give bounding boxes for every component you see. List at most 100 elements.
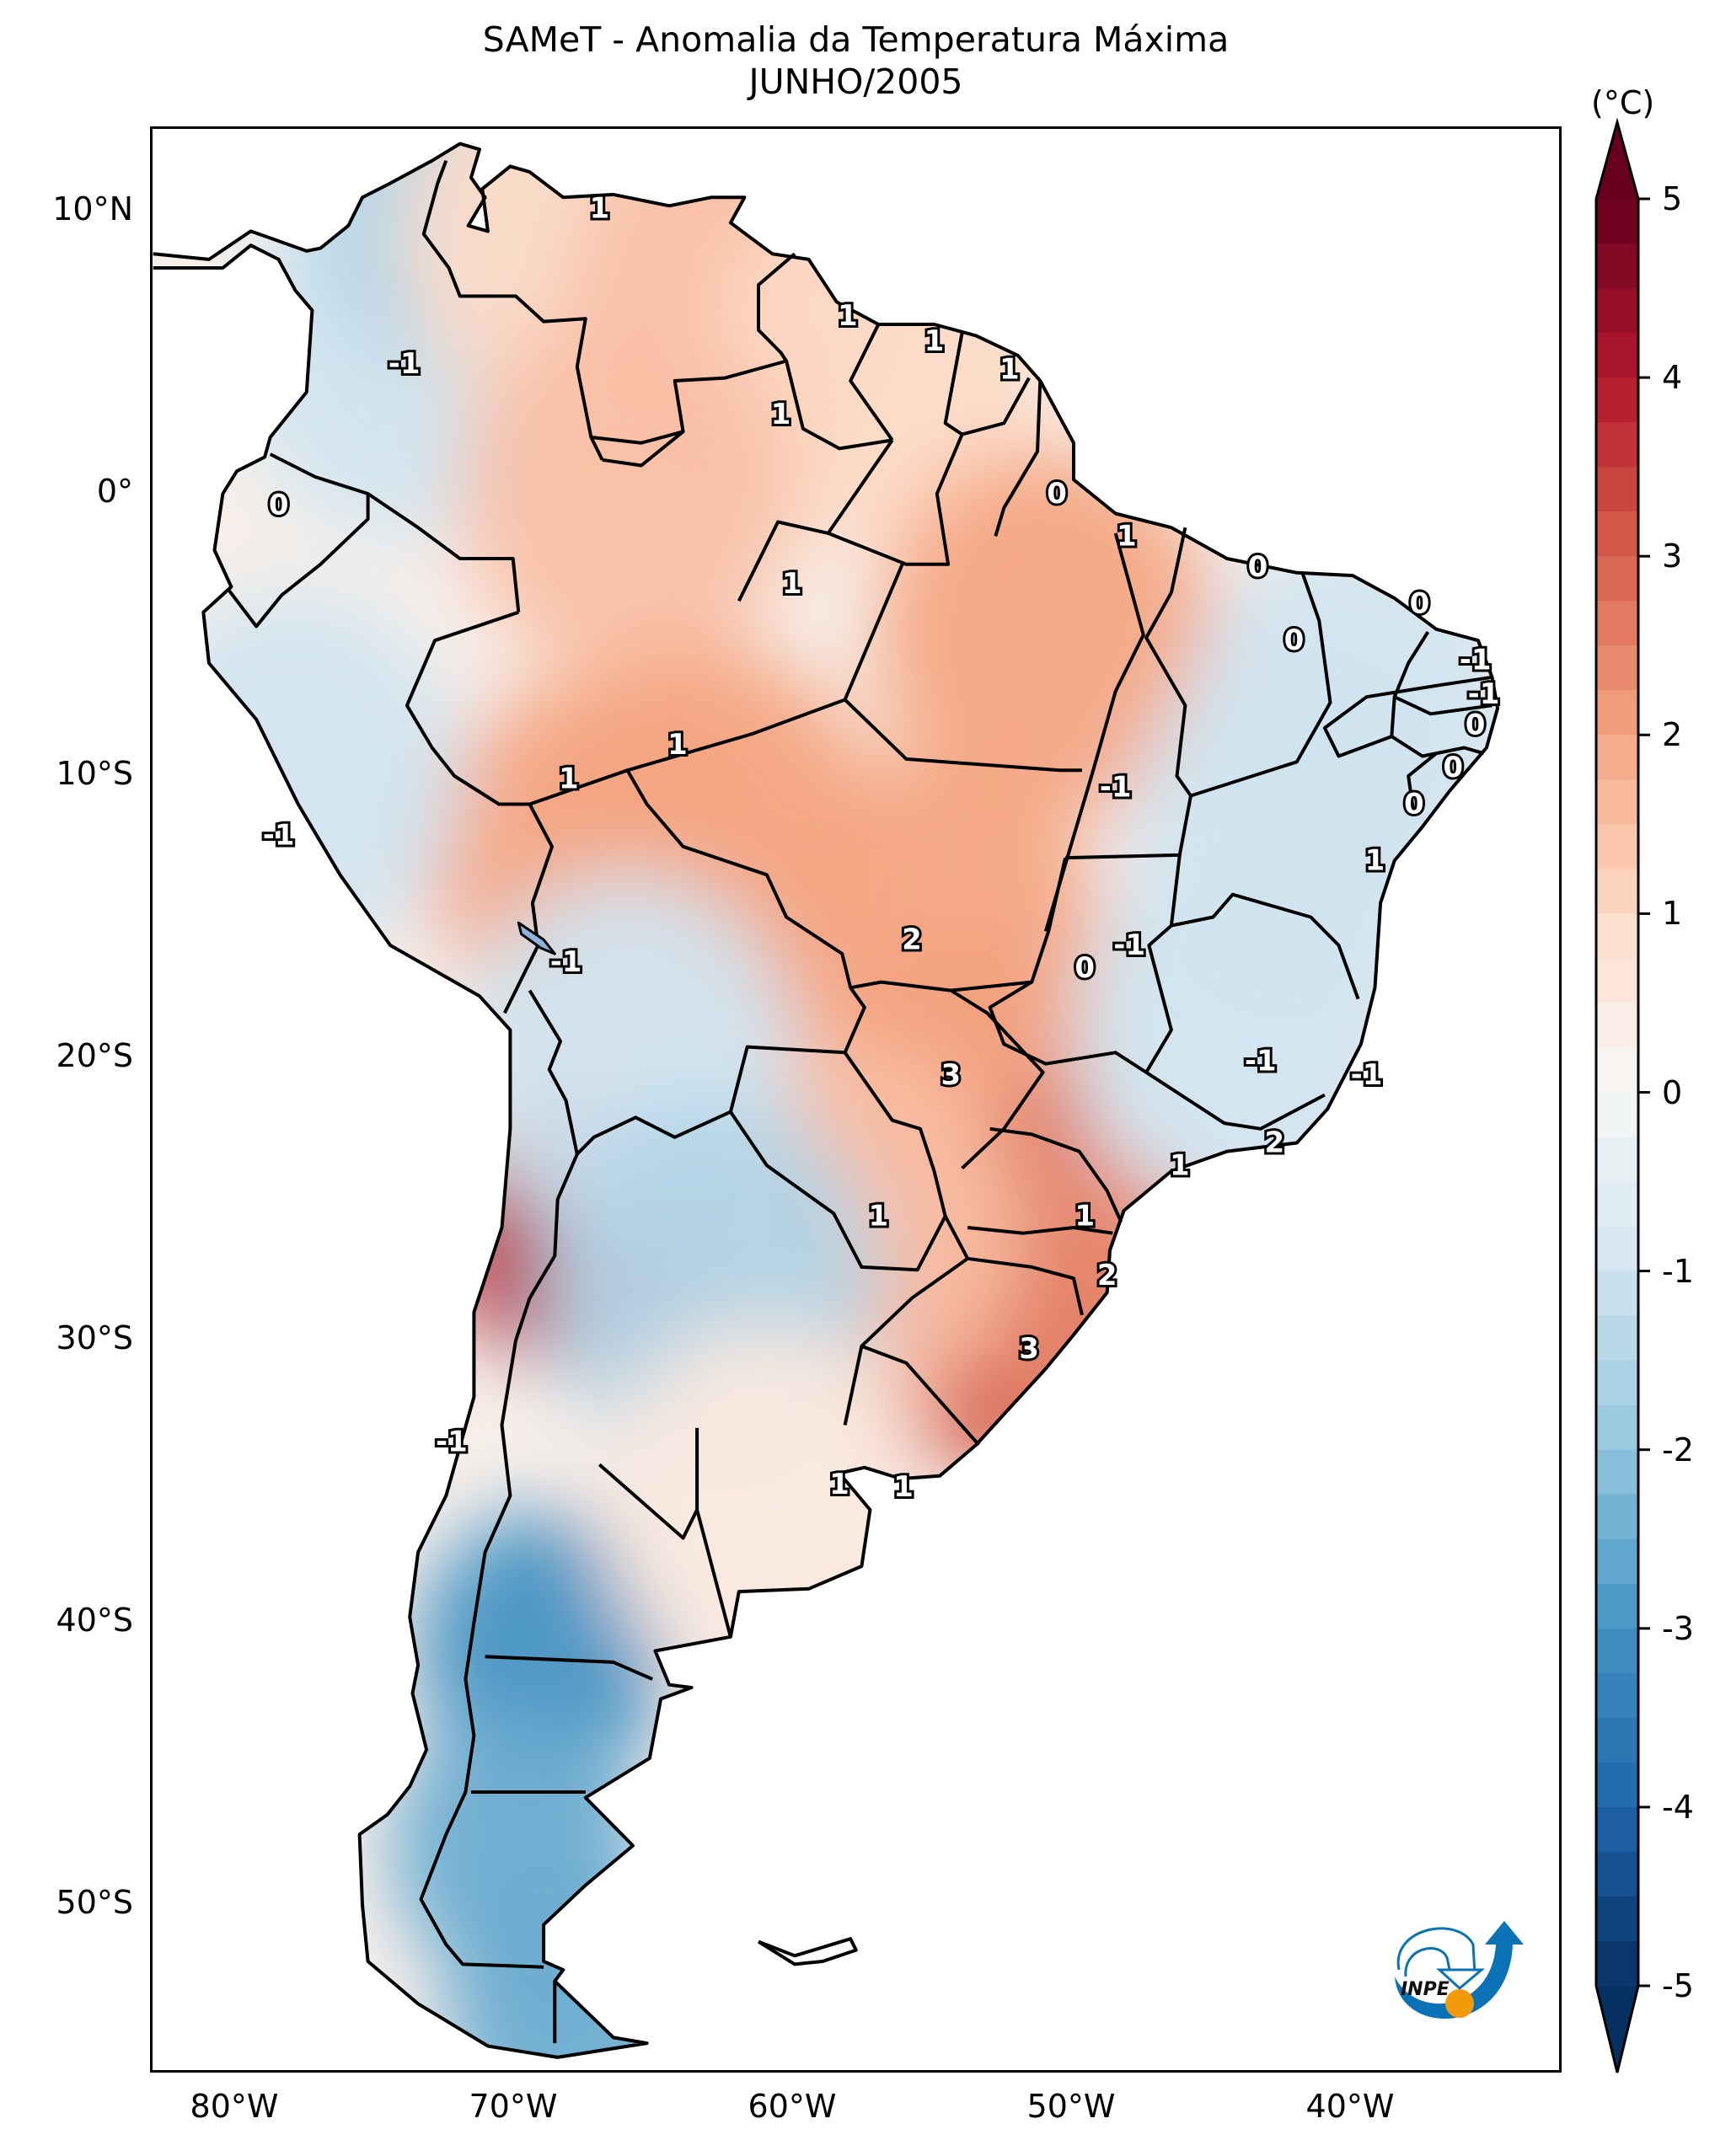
longitude-tick-label: 50°W [1026,2088,1116,2125]
colorbar [1594,118,1650,2073]
colorbar-unit-label: (°C) [1591,84,1655,121]
contour-label: 0 [1284,623,1305,657]
contour-label: 1 [868,1200,888,1233]
colorbar-segment [1596,1003,1638,1049]
anomaly-region [458,308,796,679]
border-line [1145,1071,1326,1131]
border-line [737,439,894,602]
border-line [843,1051,947,1217]
border-line [827,433,964,566]
colorbar-tick-label: 4 [1662,359,1683,397]
border-line [1391,735,1485,758]
contour-label: 0 [1248,550,1268,584]
contour-label: 1 [1365,844,1385,878]
colorbar-segment [1596,735,1638,780]
colorbar-tick-label: -5 [1662,1967,1694,2004]
border-line [591,430,684,445]
latitude-tick-label: 30°S [56,1319,133,1356]
contour-label: 1 [667,728,688,762]
contour-label: 0 [1410,587,1430,621]
contour-label: 1 [829,1468,849,1501]
contour-label: -1 [550,945,582,979]
contour-label: 1 [893,1470,914,1504]
border-line [419,1153,579,1969]
contour-label: 3 [941,1058,962,1092]
colorbar-segment [1596,1538,1638,1585]
colorbar-segment [1596,1806,1638,1853]
contour-label: 1 [999,353,1020,387]
colorbar-segment [1596,1851,1638,1897]
border-line [785,361,893,451]
coastline [153,142,1500,2059]
border-line [950,988,1045,1170]
latitude-tick-label: 40°S [56,1602,133,1639]
colorbar-extend-min [1596,1986,1638,2073]
longitude-tick-label: 60°W [748,2088,837,2125]
contour-label: 2 [1264,1126,1284,1160]
colorbar-segment [1596,467,1638,512]
contour-label: 1 [559,762,579,795]
chart-title: SAMeT - Anomalia da Temperatura Máxima J… [150,19,1562,103]
colorbar-segment [1596,1672,1638,1719]
inpe-logo-icon: INPE [1395,1921,1524,2019]
colorbar-tick-label: -4 [1662,1788,1694,1826]
colorbar-segment [1596,824,1638,869]
latitude-tick-label: 10°S [56,755,133,792]
border-line [994,380,1042,537]
colorbar-segment [1596,1047,1638,1094]
lake-titicaca [517,921,556,955]
contour-label: 1 [782,567,802,601]
title-line-1: SAMeT - Anomalia da Temperatura Máxima [482,19,1230,60]
contour-label: -1 [389,347,421,381]
colorbar-segment [1596,1137,1638,1183]
contour-label: -1 [1113,928,1145,962]
contour-label: 1 [1170,1148,1190,1182]
title-line-2: JUNHO/2005 [748,62,963,102]
anomaly-region [1128,647,1466,1018]
colorbar-tick-label: 3 [1662,538,1683,575]
border-line [757,1937,858,1966]
colorbar-tick-label: -2 [1662,1431,1694,1469]
map-plot-area: 1 1 1 1 -1 1 0 0 1 0 0 1 0 -1 -1 0 0 0 1 1 1 -1 -1 2 -1 0 -1 3 -1 -1 2… [150,126,1562,2073]
inpe-logo-text: INPE [1401,1979,1450,2000]
colorbar-segment [1596,1271,1638,1317]
colorbar-segment [1596,1762,1638,1808]
colorbar-tick-label: 1 [1662,895,1683,933]
contour-label: 1 [1075,1200,1095,1233]
colorbar-tick-label: 5 [1662,180,1683,217]
colorbar-segment [1596,1717,1638,1763]
contour-label: 0 [1466,709,1486,742]
border-line [729,1110,947,1272]
contour-label: -1 [1100,770,1132,804]
contour-label: -1 [1351,1058,1383,1092]
colorbar-segment [1596,958,1638,1004]
colorbar-segment [1596,1092,1638,1138]
border-line [988,857,1173,1074]
contour-label: -1 [436,1426,468,1459]
border-line [598,1463,699,1540]
contour-label: 1 [771,398,791,431]
contour-label: 0 [1047,477,1067,511]
colorbar-segment [1596,601,1638,646]
border-line [967,1256,1084,1316]
latitude-tick-label: 50°S [56,1884,133,1921]
latitude-tick-label: 10°N [52,190,133,227]
colorbar-segment [1596,1494,1638,1540]
border-line [405,610,554,1014]
colorbar-segment [1596,1896,1638,1942]
contour-label: 1 [924,324,945,358]
contour-label: 0 [269,488,289,522]
longitude-tick-label: 40°W [1305,2088,1395,2125]
colorbar-tick-label: 2 [1662,716,1683,754]
border-line [1407,752,1438,816]
longitude-tick-label: 80°W [190,2088,279,2125]
colorbar-segment [1596,1360,1638,1406]
colorbar-segment [1596,690,1638,736]
colorbar-segment [1596,913,1638,960]
colorbar-tick-label: 0 [1662,1073,1683,1111]
border-line [844,698,1082,773]
border-line [989,1126,1123,1223]
colorbar-segment [1596,645,1638,691]
colorbar-segment [1596,1628,1638,1674]
